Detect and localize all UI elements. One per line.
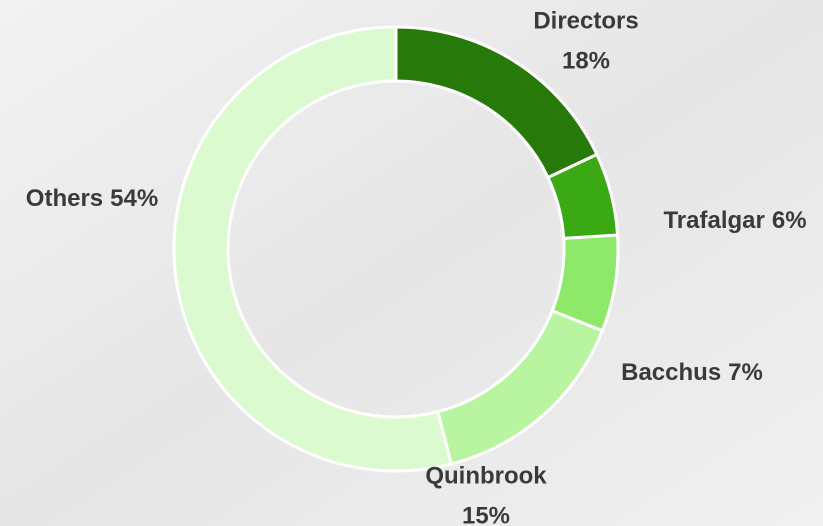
donut-segment: [172, 25, 454, 473]
category-label: Quinbrook: [425, 462, 547, 489]
value-label: 15%: [462, 502, 510, 526]
category-label: Others: [26, 185, 103, 212]
value-label: 7%: [728, 359, 763, 386]
category-label: Bacchus: [621, 359, 721, 386]
data-label: Others 54%: [26, 185, 158, 212]
value-label: 18%: [562, 47, 610, 74]
value-label: 54%: [110, 185, 158, 212]
category-label: Trafalgar: [663, 207, 764, 234]
value-label: 6%: [772, 207, 807, 234]
data-label: Trafalgar 6%: [663, 207, 806, 234]
category-label: Directors: [533, 7, 638, 34]
data-label: Bacchus 7%: [621, 359, 763, 386]
